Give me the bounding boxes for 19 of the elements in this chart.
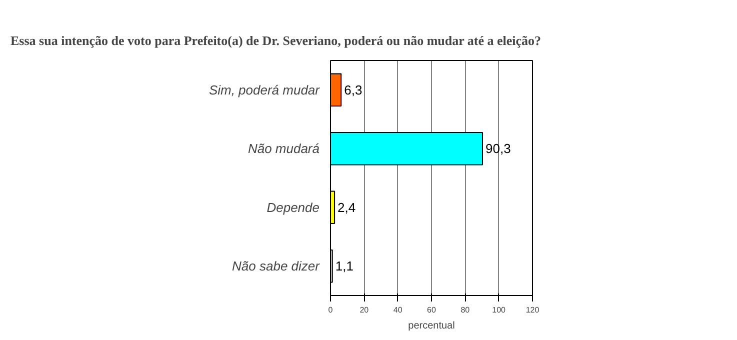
data-label: 1,1 [335,258,354,274]
x-tick-label: 20 [360,306,370,314]
data-label: 2,4 [338,200,356,215]
x-tick-label: 60 [427,306,436,314]
x-tick-label: 80 [460,306,470,314]
data-label: 6,3 [344,82,362,98]
x-axis-title: percentual [408,320,455,332]
x-tick-label: 40 [393,306,403,314]
chart-title: Essa sua intenção de voto para Prefeito(a) de Dr. Severiano, poderá ou não mudar até a eleição? [10,33,542,48]
y-tick-label: Não sabe dizer [232,258,320,274]
bar [330,132,484,166]
y-tick-label: Sim, poderá mudar [208,82,320,98]
x-tick-label: 0 [328,306,334,314]
bar [330,73,342,107]
x-tick-label: 120 [526,306,540,314]
y-tick-label: Depende [266,200,320,215]
y-tick-label: Não mudará [248,141,320,156]
data-label: 90,3 [486,141,511,156]
x-tick-label: 100 [492,306,506,314]
